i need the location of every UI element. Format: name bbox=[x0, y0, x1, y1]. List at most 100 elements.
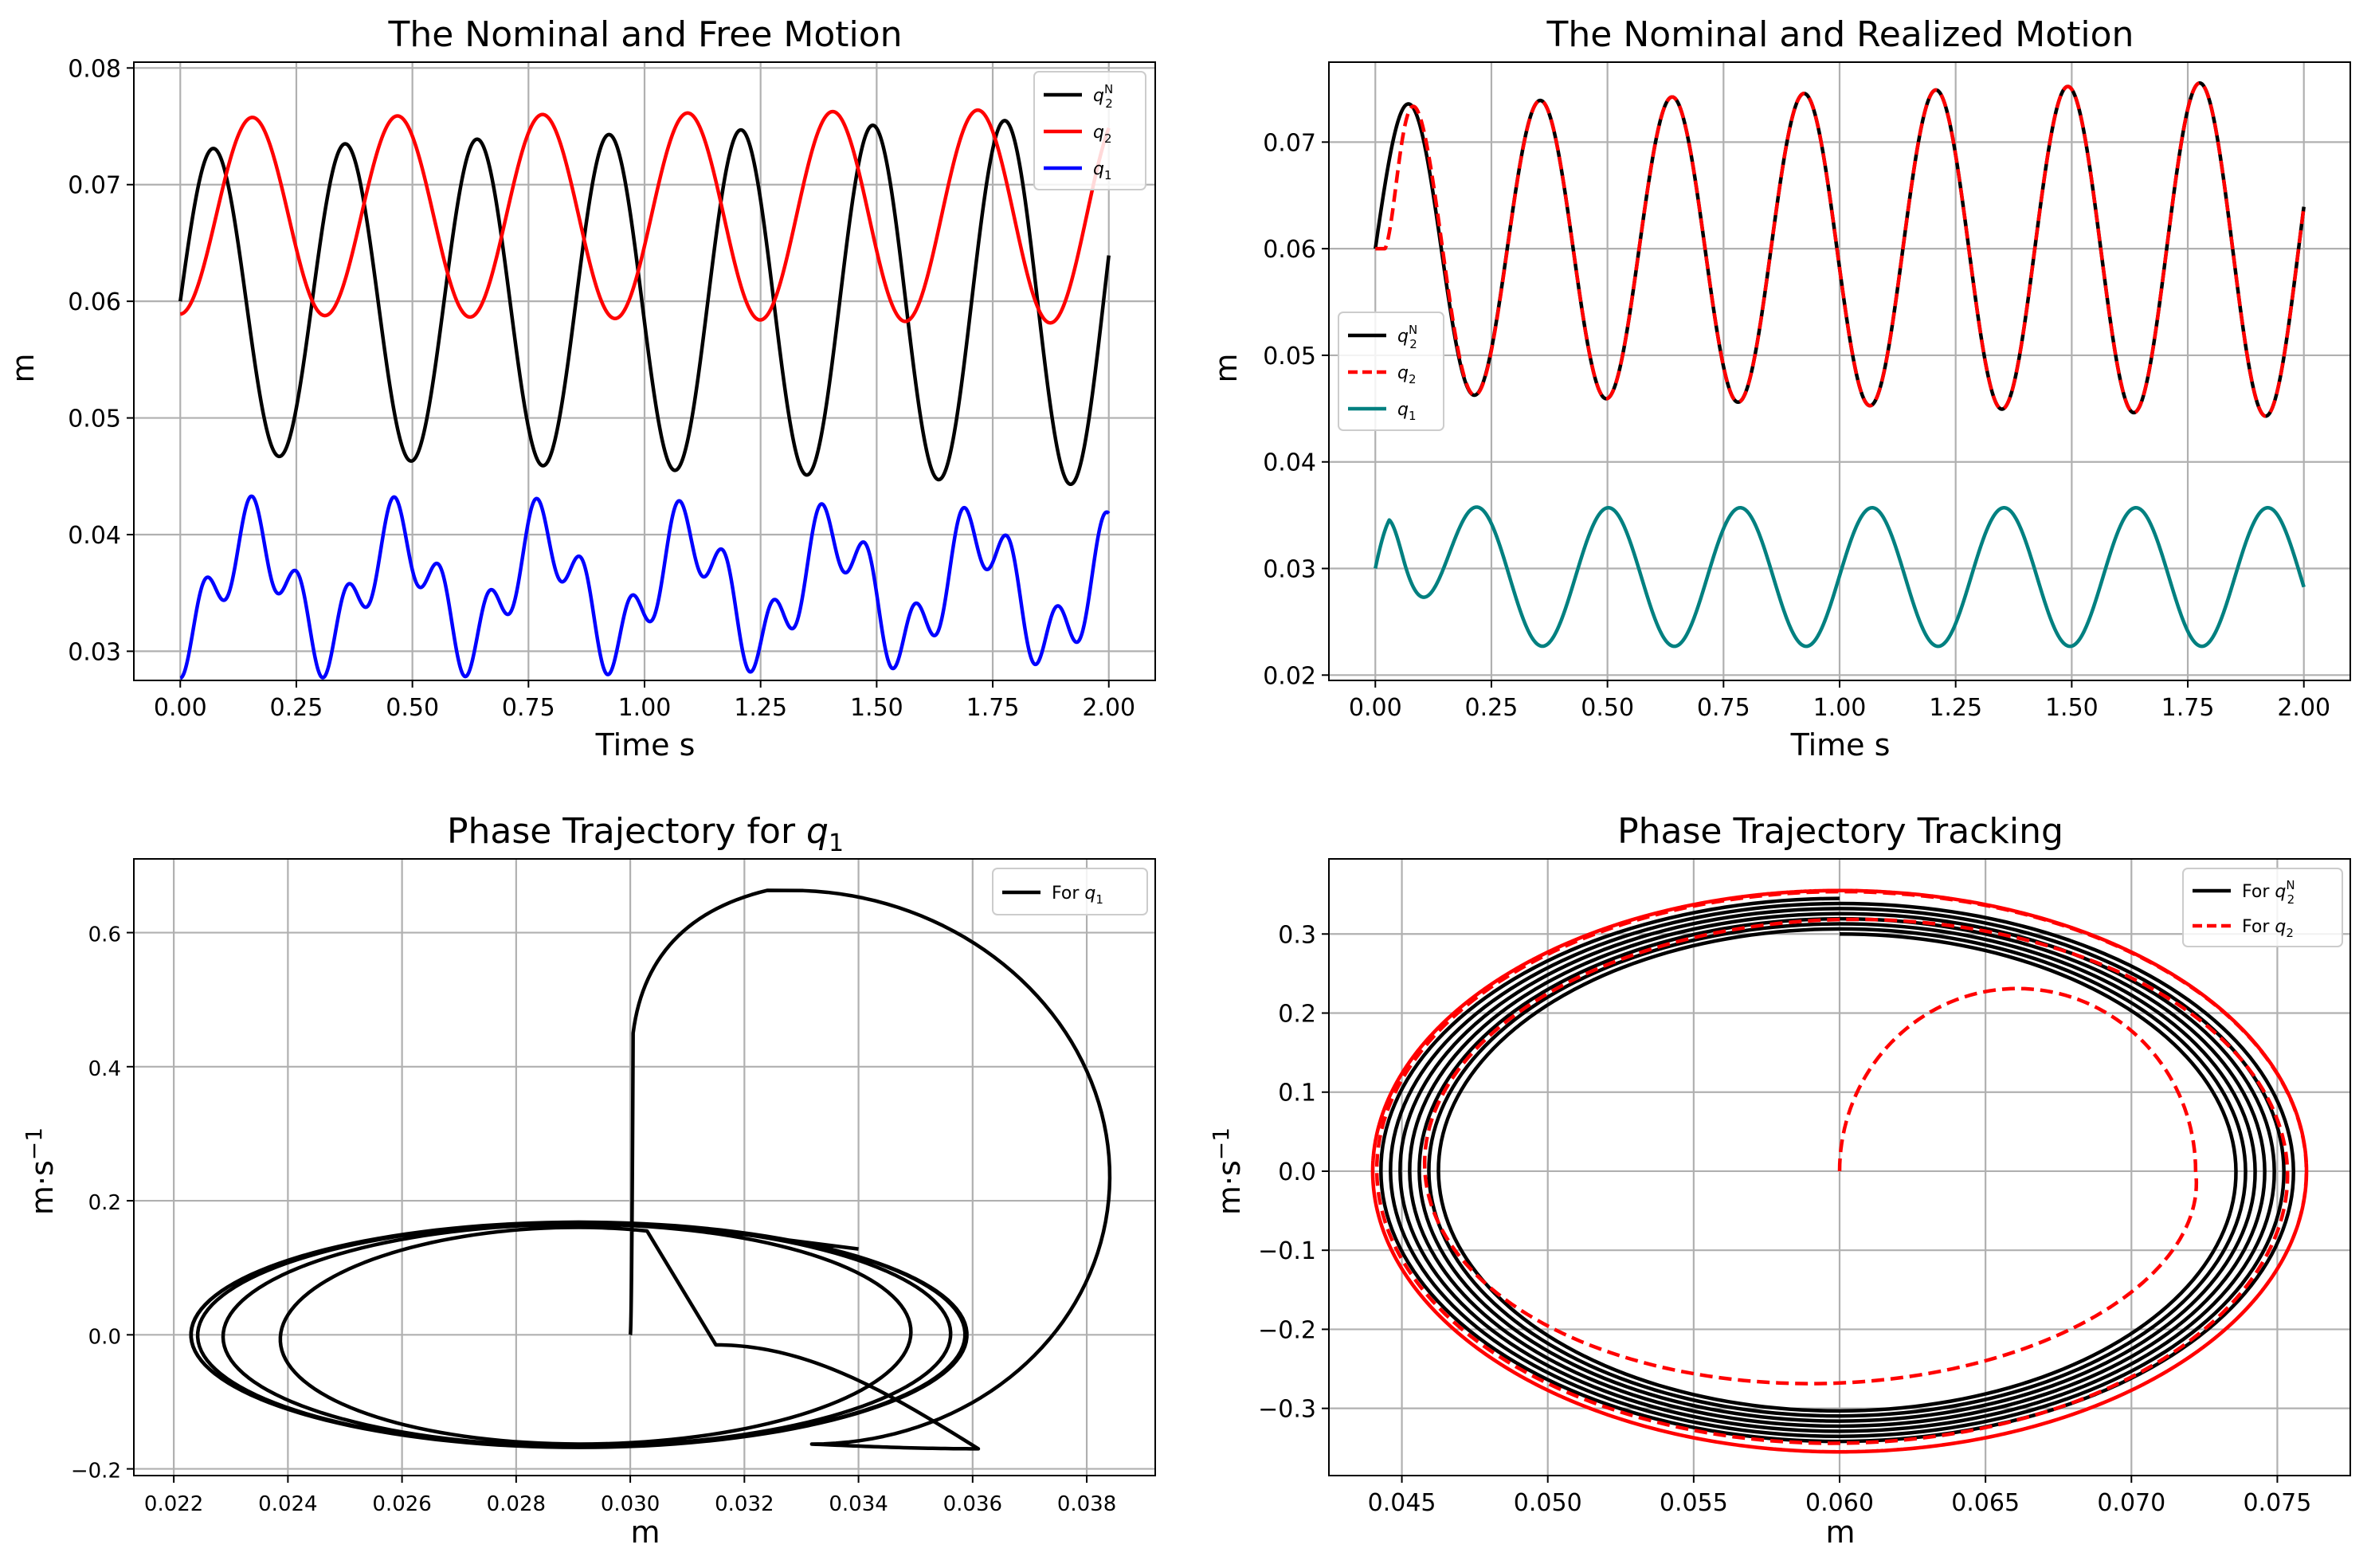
series-line-for-q2n bbox=[1379, 896, 2295, 1444]
x-tick-label: 1.25 bbox=[734, 694, 787, 722]
y-tick-label: 0.1 bbox=[1278, 1080, 1316, 1107]
y-tick-label: 0.3 bbox=[1278, 921, 1316, 949]
x-tick-label: 0.50 bbox=[1581, 694, 1634, 722]
x-tick-label: 2.00 bbox=[1082, 694, 1135, 722]
x-tick-label: 0.060 bbox=[1805, 1489, 1874, 1517]
legend-base: q bbox=[2275, 917, 2286, 937]
ticks: 0.045 0.050 0.055 0.060 0.065 0.070 0.075 −0.3 −… bbox=[1258, 921, 2311, 1517]
x-axis-label: Time s bbox=[1790, 727, 1891, 762]
y-tick-label: 0.05 bbox=[1263, 343, 1316, 370]
series-line-for-q1 bbox=[189, 888, 1112, 1451]
chart-panel-phase-trajectory-q1: Phase Trajectory for q1 0.022 0.024 0.026 0… bbox=[21, 811, 1156, 1550]
legend-sub: 2 bbox=[2287, 892, 2295, 907]
chart-title-math-sub: 1 bbox=[829, 829, 844, 857]
x-tick-label: 0.070 bbox=[2097, 1489, 2165, 1517]
plot-area bbox=[189, 888, 1112, 1451]
legend-sup: N bbox=[1409, 323, 1417, 337]
y-axis-label-sup: −1 bbox=[1208, 1127, 1234, 1160]
ticks: 0.00 0.25 0.50 0.75 1.00 1.25 1.50 1.75 2.00 0.02… bbox=[1263, 129, 2330, 722]
plot-area bbox=[178, 108, 1111, 680]
y-tick-label: 0.03 bbox=[68, 638, 121, 666]
legend-label: For qN 2 bbox=[2242, 878, 2295, 907]
legend-sub: 2 bbox=[1104, 131, 1112, 146]
chart-panel-nominal-realized-motion: The Nominal and Realized Motion 0.00 0.25… bbox=[1209, 14, 2351, 762]
y-tick-label: 0.0 bbox=[1278, 1158, 1316, 1186]
y-tick-label: 0.05 bbox=[68, 406, 121, 433]
x-tick-label: 0.00 bbox=[154, 694, 207, 722]
x-tick-label: 0.00 bbox=[1349, 694, 1402, 722]
x-tick-label: 0.036 bbox=[943, 1492, 1002, 1516]
legend-sup: N bbox=[1104, 82, 1113, 96]
x-tick-label: 0.25 bbox=[1465, 694, 1519, 722]
x-tick-label: 1.50 bbox=[2045, 694, 2099, 722]
y-tick-label: 0.04 bbox=[68, 522, 121, 550]
legend-sub: 1 bbox=[1104, 168, 1112, 182]
legend-box bbox=[1338, 312, 1444, 431]
x-tick-label: 1.00 bbox=[1813, 694, 1867, 722]
legend-prefix: For bbox=[2242, 917, 2275, 937]
y-axis-label: m bbox=[6, 353, 41, 382]
legend: For q1 bbox=[992, 868, 1148, 915]
y-tick-label: 0.4 bbox=[88, 1057, 121, 1081]
x-tick-label: 0.030 bbox=[601, 1492, 660, 1516]
series-line-q2 bbox=[1374, 80, 2306, 418]
y-tick-label: 0.2 bbox=[1278, 1001, 1316, 1029]
grid bbox=[134, 859, 1155, 1476]
y-tick-label: 0.2 bbox=[88, 1191, 121, 1215]
y-axis-label: m·s−1 bbox=[21, 1127, 60, 1215]
x-tick-label: 0.055 bbox=[1660, 1489, 1728, 1517]
legend-label: q2 bbox=[1397, 363, 1417, 386]
legend-sub: 2 bbox=[2286, 926, 2294, 940]
y-axis-label: m·s−1 bbox=[1208, 1127, 1247, 1215]
chart-title: The Nominal and Realized Motion bbox=[1546, 14, 2134, 55]
plot-area bbox=[1374, 80, 2306, 649]
legend-base: q bbox=[1093, 86, 1104, 106]
x-tick-label: 1.25 bbox=[1929, 694, 1982, 722]
y-axis-label-text: m·s bbox=[25, 1160, 60, 1215]
legend-box bbox=[1033, 71, 1146, 190]
x-tick-label: 0.75 bbox=[1697, 694, 1750, 722]
legend-label: qN 2 bbox=[1093, 82, 1113, 111]
x-tick-label: 0.050 bbox=[1514, 1489, 1582, 1517]
plot-area bbox=[1370, 888, 2309, 1454]
x-axis-label: m bbox=[1825, 1515, 1855, 1550]
y-tick-label: 0.06 bbox=[68, 288, 121, 316]
y-tick-label: 0.07 bbox=[1263, 129, 1316, 157]
legend-label: qN 2 bbox=[1397, 323, 1417, 351]
x-tick-label: 0.032 bbox=[715, 1492, 774, 1516]
legend-base: q bbox=[1084, 884, 1095, 904]
x-tick-label: 1.00 bbox=[618, 694, 672, 722]
grid bbox=[134, 62, 1155, 680]
y-tick-label: 0.06 bbox=[1263, 236, 1316, 264]
legend-label: q1 bbox=[1093, 159, 1112, 182]
y-axis-label-sup: −1 bbox=[21, 1127, 47, 1160]
ticks: 0.00 0.25 0.50 0.75 1.00 1.25 1.50 1.75 2.00 0.03… bbox=[68, 55, 1135, 722]
x-tick-label: 0.024 bbox=[258, 1492, 317, 1516]
y-tick-label: −0.2 bbox=[71, 1460, 121, 1484]
y-tick-label: 0.08 bbox=[68, 55, 121, 83]
legend-sub: 2 bbox=[1409, 372, 1417, 386]
x-tick-label: 2.00 bbox=[2277, 694, 2330, 722]
x-tick-label: 0.25 bbox=[270, 694, 323, 722]
chart-title: The Nominal and Free Motion bbox=[387, 14, 902, 55]
y-tick-label: −0.3 bbox=[1258, 1396, 1316, 1424]
series-line-q1 bbox=[1374, 505, 2306, 649]
legend-base: q bbox=[1397, 400, 1409, 420]
legend-sub: 2 bbox=[1409, 337, 1417, 351]
series-line-q2 bbox=[178, 108, 1111, 325]
x-tick-label: 1.75 bbox=[2161, 694, 2215, 722]
legend-prefix: For bbox=[2242, 882, 2275, 902]
legend-label: q2 bbox=[1093, 123, 1112, 146]
legend-base: q bbox=[2275, 882, 2286, 902]
x-tick-label: 0.022 bbox=[144, 1492, 203, 1516]
legend-base: q bbox=[1397, 363, 1409, 383]
legend-prefix: For bbox=[1052, 884, 1084, 904]
chart-title: Phase Trajectory Tracking bbox=[1617, 811, 2063, 852]
y-tick-label: 0.03 bbox=[1263, 556, 1316, 584]
x-tick-label: 0.045 bbox=[1368, 1489, 1436, 1517]
y-tick-label: 0.04 bbox=[1263, 449, 1316, 477]
